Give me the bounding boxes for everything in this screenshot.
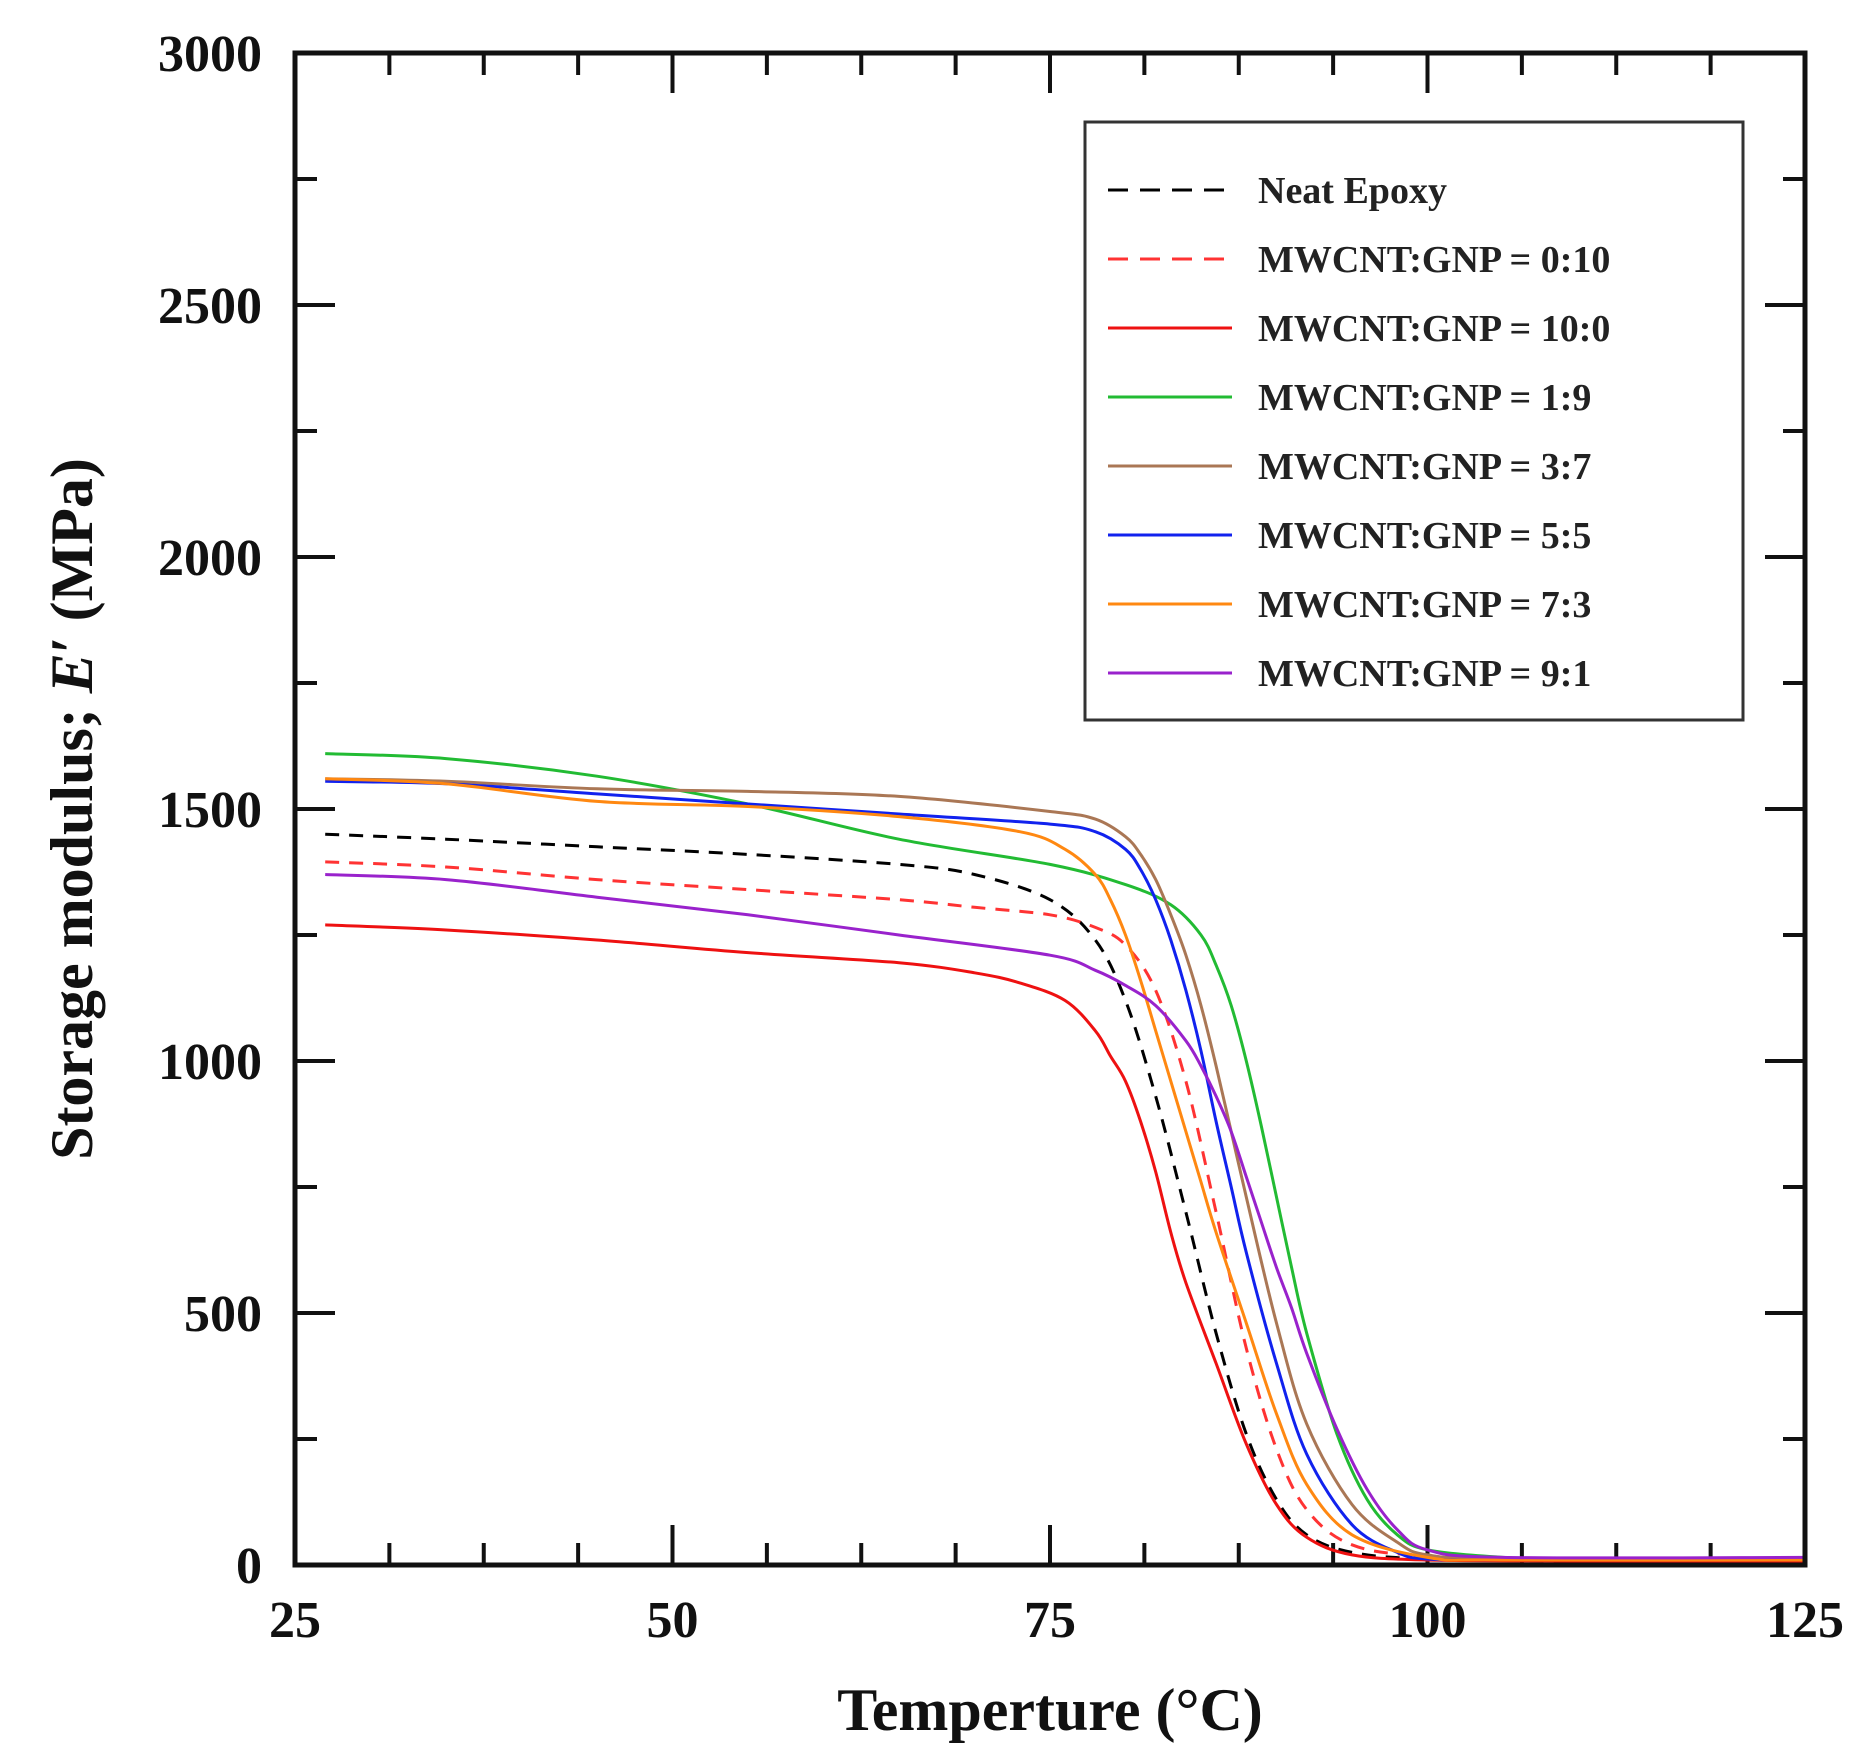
tick-labels: 25 50 75 100 125 0 500 1000 1500 2000 2500 3000 [158,26,1844,1649]
axis-ticks [293,51,1807,1567]
series-line-mwcnt-gnp-3-7 [325,777,1806,1561]
legend-item-mwcnt-gnp-5-5: MWCNT:GNP = 5:5 [1108,515,1591,557]
series-line-neat-epoxy [325,832,1806,1563]
legend-item-mwcnt-gnp-0-10: MWCNT:GNP = 0:10 [1108,239,1610,281]
y-tick-label: 2500 [158,278,262,335]
series-line-mwcnt-gnp-7-3 [325,777,1806,1562]
series-line-mwcnt-gnp-9-1 [325,873,1806,1560]
y-tick-label: 0 [236,1538,262,1595]
series-line-mwcnt-gnp-0-10 [325,860,1806,1561]
legend-label: MWCNT:GNP = 3:7 [1258,446,1591,488]
legend: Neat Epoxy MWCNT:GNP = 0:10 MWCNT:GNP = 10… [1083,120,1745,722]
x-tick-label: 50 [647,1592,699,1649]
legend-label: MWCNT:GNP = 7:3 [1258,584,1591,626]
legend-label: MWCNT:GNP = 1:9 [1258,377,1591,419]
y-tick-label: 500 [184,1286,262,1343]
x-tick-label: 25 [269,1592,321,1649]
x-tick-label: 125 [1766,1592,1844,1649]
y-tick-label: 2000 [158,530,262,587]
y-tick-label: 1500 [158,782,262,839]
y-axis-title-prefix: Storage modulus; [39,693,105,1160]
x-axis-title: Temperture (°C) [837,1677,1263,1743]
series-line-mwcnt-gnp-5-5 [325,779,1806,1562]
x-tick-label: 75 [1024,1592,1076,1649]
y-axis-title: Storage modulus; E′ (MPa) [39,458,105,1160]
legend-label: Neat Epoxy [1258,170,1447,212]
legend-item-mwcnt-gnp-10-0: MWCNT:GNP = 10:0 [1108,308,1610,350]
plot-frame [292,50,1808,1568]
y-tick-label: 3000 [158,26,262,83]
legend-label: MWCNT:GNP = 0:10 [1258,239,1610,281]
legend-item-mwcnt-gnp-1-9: MWCNT:GNP = 1:9 [1108,377,1591,419]
series-lines [325,752,1806,1563]
legend-item-neat-epoxy: Neat Epoxy [1108,170,1447,212]
y-axis-title-symbol: E [39,653,105,694]
legend-items: Neat Epoxy MWCNT:GNP = 0:10 MWCNT:GNP = 10… [1108,170,1610,695]
series-line-mwcnt-gnp-10-0 [325,923,1806,1563]
legend-item-mwcnt-gnp-3-7: MWCNT:GNP = 3:7 [1108,446,1591,488]
legend-label: MWCNT:GNP = 9:1 [1258,653,1591,695]
x-tick-label: 100 [1389,1592,1467,1649]
y-axis-title-suffix: (MPa) [39,458,105,636]
legend-item-mwcnt-gnp-7-3: MWCNT:GNP = 7:3 [1108,584,1591,626]
legend-item-mwcnt-gnp-9-1: MWCNT:GNP = 9:1 [1108,653,1591,695]
y-tick-label: 1000 [158,1034,262,1091]
legend-label: MWCNT:GNP = 5:5 [1258,515,1591,557]
legend-box [1083,120,1745,722]
legend-label: MWCNT:GNP = 10:0 [1258,308,1610,350]
y-axis-title-prime: ′ [39,636,105,653]
